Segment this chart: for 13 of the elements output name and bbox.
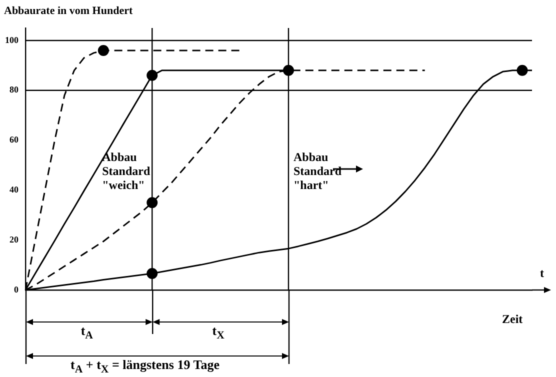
x-axis-title: Zeit (502, 312, 523, 326)
text: t$_{A}$ (80, 323, 93, 343)
annotation: Abbau Standard "hart" (293, 150, 343, 192)
y-tick-label: 0 (14, 284, 19, 294)
y-axis-title: Abbaurate in vom Hundert (4, 4, 133, 18)
y-tick-label: 80 (10, 84, 19, 95)
y-tick-label: 60 (10, 134, 19, 145)
text: t$_{A}$ + t$_{X}$ = längstens 19 Tage (70, 357, 220, 377)
y-tick-label: 40 (10, 184, 19, 195)
text: t$_{X}$ (212, 323, 224, 343)
y-tick-label: 20 (10, 234, 19, 244)
y-tick-label: 100 (5, 34, 19, 45)
text: t (540, 266, 544, 280)
